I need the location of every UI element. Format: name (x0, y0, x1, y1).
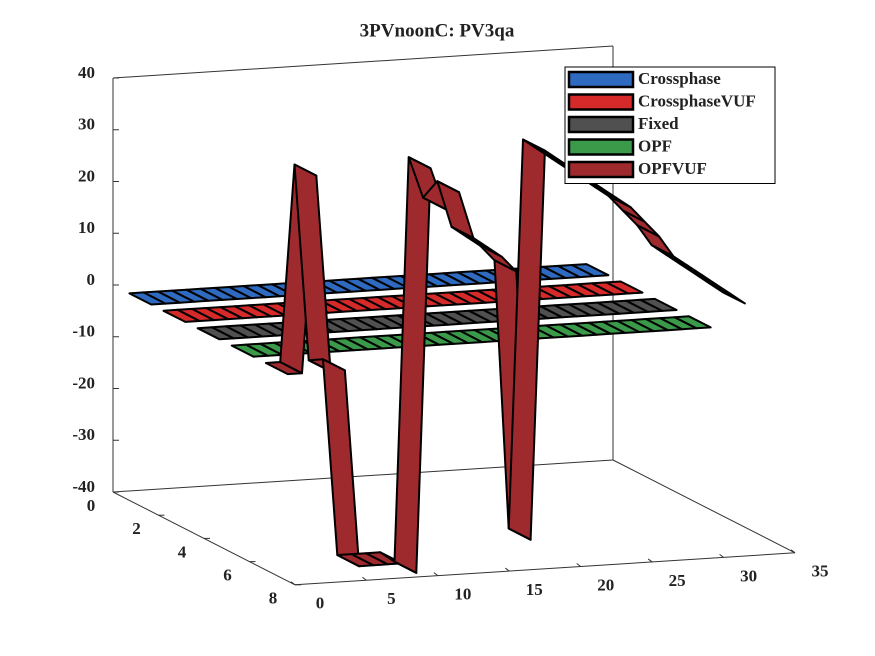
x-tick (576, 563, 582, 567)
axis-line (112, 459, 614, 493)
ribbon-segment (673, 315, 712, 330)
ribbon-segment (393, 156, 432, 574)
z-tick-label: 30 (78, 115, 95, 134)
legend-label: Crossphase (638, 69, 721, 88)
legend-label: Fixed (638, 114, 679, 133)
x-tick (504, 567, 510, 572)
axis-line (112, 45, 614, 79)
x-tick-label: 15 (526, 580, 543, 599)
y-tick-label: 8 (269, 589, 278, 608)
x-tick-label: 5 (387, 589, 396, 608)
y-tick-label: 0 (87, 496, 96, 515)
y-tick-label: 6 (223, 566, 232, 585)
legend: Crossphase CrossphaseVUF Fixed OPF OPFVUF (564, 66, 776, 184)
z-tick-label: 0 (87, 270, 96, 289)
legend-swatch (567, 160, 635, 179)
legend-swatch (567, 93, 635, 111)
ribbon-segment (571, 263, 610, 278)
legend-label: OPF (638, 136, 672, 155)
legend-label: CrossphaseVUF (638, 91, 756, 110)
x-tick-label: 25 (669, 571, 686, 590)
x-tick (719, 553, 724, 558)
chart-title: 3PVnoonC: PV3qa (360, 20, 515, 41)
axis-line (294, 552, 796, 586)
ribbon-segment (605, 280, 644, 295)
x-tick (362, 576, 367, 581)
z-tick-label: -20 (72, 373, 95, 392)
y-tick-label: 4 (178, 542, 187, 561)
x-tick (290, 581, 296, 586)
x-tick (433, 572, 439, 577)
x-tick (790, 549, 796, 554)
z-tick-label: -30 (72, 425, 95, 444)
z-tick-label: 10 (78, 218, 95, 237)
x-tick-label: 0 (316, 594, 325, 613)
z-tick-label: -40 (72, 477, 95, 496)
plot (128, 138, 746, 574)
x-tick-label: 10 (454, 585, 471, 604)
x-tick-label: 30 (740, 566, 757, 585)
legend-swatch (567, 70, 635, 89)
z-tick-label: 20 (78, 166, 95, 185)
x-tick-label: 35 (812, 562, 829, 581)
y-tick-label: 2 (132, 519, 141, 538)
ribbon-segment (636, 224, 675, 258)
axes: -40 -30 -20 -10 0 10 20 30 40 0 5 10 15 20 25 30 35 0 2 4 6 8 (72, 45, 829, 613)
legend-swatch (567, 138, 635, 156)
ribbon-segment (639, 297, 678, 312)
ribbon-segment (707, 281, 746, 305)
z-tick-label: -10 (72, 322, 95, 341)
x-tick (647, 558, 653, 563)
ribbon-segment (322, 358, 361, 568)
x-tick-label: 20 (597, 575, 614, 594)
axis-line (612, 459, 796, 554)
legend-label: OPFVUF (638, 159, 707, 178)
legend-swatch (567, 115, 635, 134)
z-tick-label: 40 (78, 63, 95, 82)
